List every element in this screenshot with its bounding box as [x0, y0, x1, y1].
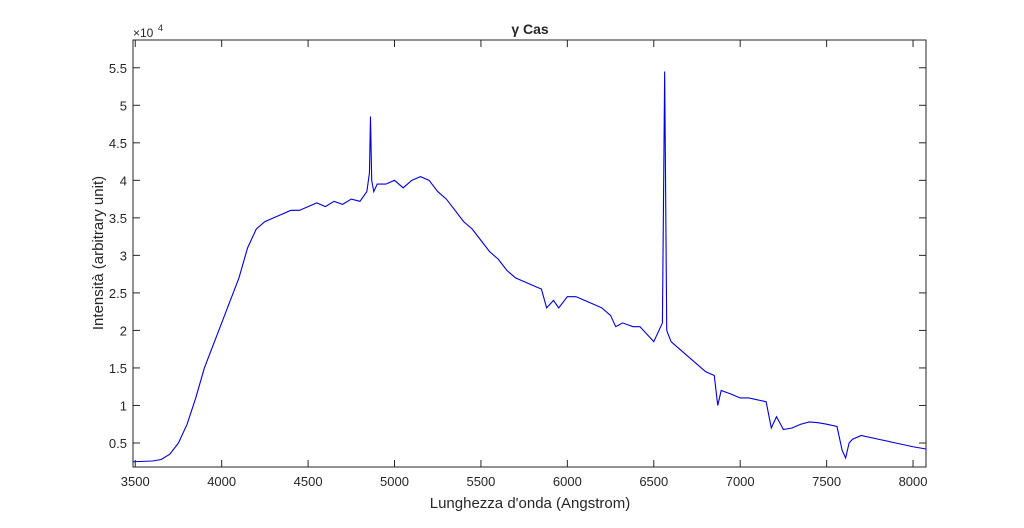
y-tick-label: 3.5	[109, 211, 127, 226]
y-tick-label: 1.5	[109, 361, 127, 376]
plot-frame	[132, 39, 927, 468]
y-tick-label: 4	[120, 173, 127, 188]
x-tick-label: 3500	[121, 474, 150, 489]
x-tick-label: 7500	[812, 474, 841, 489]
x-tick-label: 4500	[294, 474, 323, 489]
y-multiplier: ×10	[133, 26, 154, 40]
y-tick-label: 1	[120, 398, 127, 413]
y-axis-label: Intensità (arbitrary unit)	[90, 176, 107, 330]
spectrum-line	[132, 71, 927, 463]
y-tick-label: 2	[120, 323, 127, 338]
x-tick-label: 7000	[726, 474, 755, 489]
y-tick-label: 4.5	[109, 136, 127, 151]
y-tick-label: 3	[120, 248, 127, 263]
y-tick-label: 0.5	[109, 436, 127, 451]
x-tick-label: 6500	[639, 474, 668, 489]
chart-title: γ Cas	[511, 21, 549, 37]
x-tick-label: 5000	[380, 474, 409, 489]
x-tick-label: 6000	[553, 474, 582, 489]
x-tick-label: 4000	[207, 474, 236, 489]
y-tick-label: 2.5	[109, 286, 127, 301]
x-axis-label: Lunghezza d'onda (Angstrom)	[430, 495, 631, 512]
y-tick-label: 5	[120, 98, 127, 113]
x-tick-label: 5500	[466, 474, 495, 489]
x-tick-label: 8000	[899, 474, 928, 489]
y-multiplier-exponent: 4	[158, 23, 163, 33]
y-tick-label: 5.5	[109, 61, 127, 76]
